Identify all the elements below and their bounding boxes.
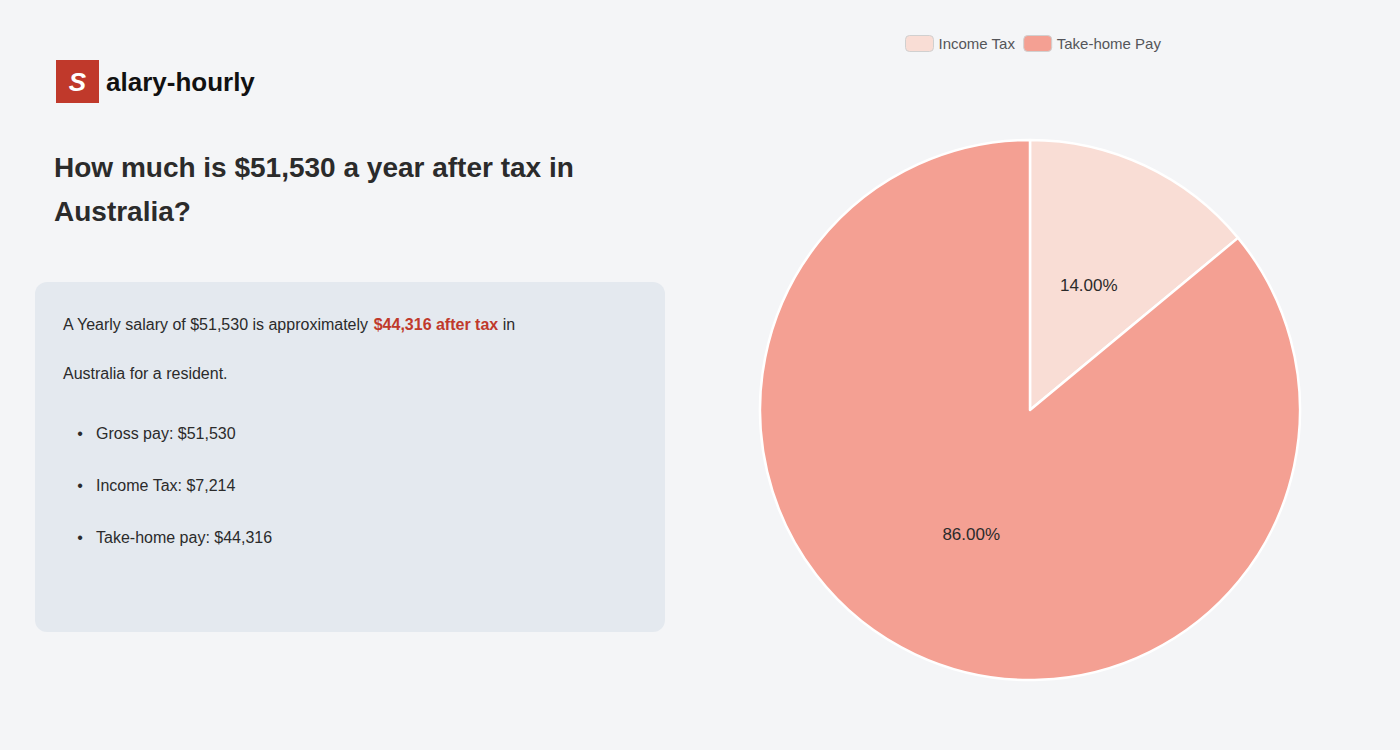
svg-text:Australia?: Australia? xyxy=(54,196,191,227)
svg-text:•: • xyxy=(77,529,83,546)
svg-text:Income Tax: $7,214: Income Tax: $7,214 xyxy=(96,477,235,494)
svg-text:Take-home Pay: Take-home Pay xyxy=(1057,35,1162,52)
svg-text:Take-home pay: $44,316: Take-home pay: $44,316 xyxy=(96,529,272,546)
svg-text:S: S xyxy=(69,67,87,97)
svg-text:$44,316 after tax: $44,316 after tax xyxy=(374,316,499,333)
svg-text:Gross pay: $51,530: Gross pay: $51,530 xyxy=(96,425,236,442)
svg-text:•: • xyxy=(77,425,83,442)
svg-text:•: • xyxy=(77,477,83,494)
svg-text:86.00%: 86.00% xyxy=(942,525,1000,544)
svg-text:in: in xyxy=(498,316,515,333)
svg-text:A Yearly salary of $51,530 is: A Yearly salary of $51,530 is approximat… xyxy=(63,316,373,333)
svg-text:Income Tax: Income Tax xyxy=(939,35,1016,52)
svg-text:14.00%: 14.00% xyxy=(1060,276,1118,295)
svg-text:Australia for a resident.: Australia for a resident. xyxy=(63,365,228,382)
svg-text:How much is $51,530 a year aft: How much is $51,530 a year after tax in xyxy=(54,152,574,183)
svg-text:alary-hourly: alary-hourly xyxy=(106,67,255,97)
